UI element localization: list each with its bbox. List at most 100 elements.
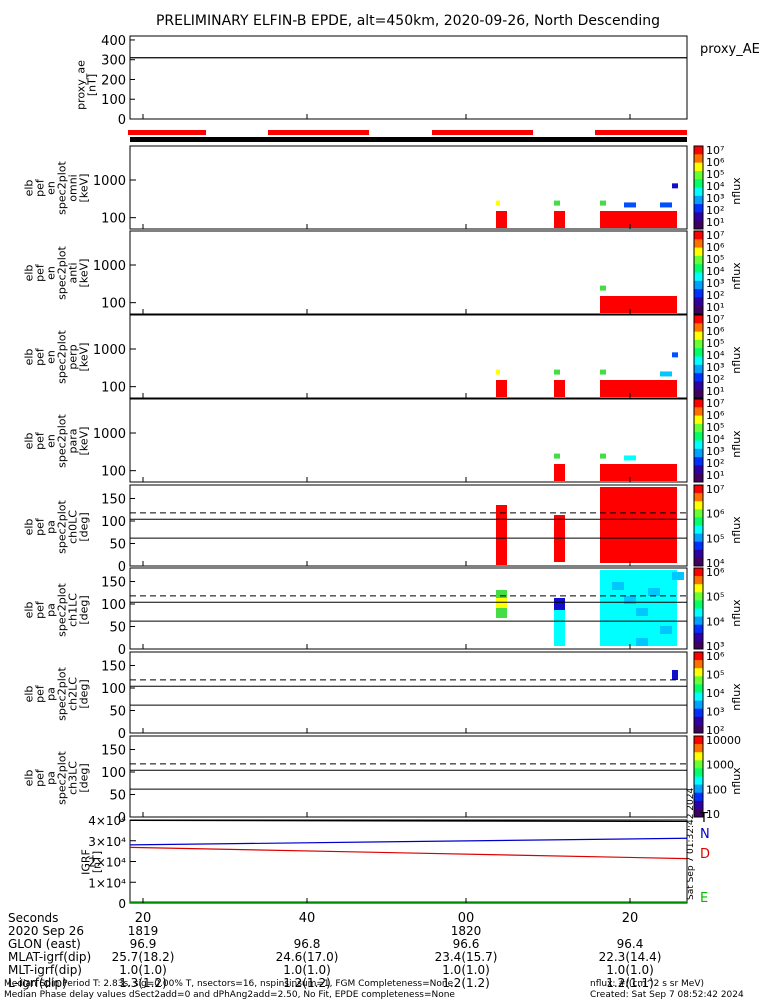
pitch-ylabel-line: spec2plot [56, 751, 69, 805]
proxy-ae-tick-label: 0 [118, 113, 126, 128]
pitch-ylabel-line: pa [45, 771, 58, 785]
footer-line-1: Median Spin Period T: 2.83s, sig=0.00% T… [4, 979, 454, 989]
pitch-colorbar-band [694, 568, 703, 577]
footer-units: nflux: #/(cm^2 s sr MeV) [590, 979, 704, 989]
spectrogram-frame [129, 145, 688, 230]
orbit-segment [128, 130, 206, 135]
energy-colorbar-frame [693, 398, 704, 483]
energy-colorbar-band [694, 289, 703, 298]
spectrogram-pixel [554, 369, 560, 375]
bottom-row-value: 1.0(1.0) [606, 963, 654, 977]
spectrogram-frame [129, 314, 688, 399]
bottom-row-value: 1.2(1.2) [442, 976, 490, 990]
pitch-pixel [648, 588, 660, 596]
pitch-colorbar-band [694, 584, 703, 593]
colorbar-tick-label: 10⁵ [706, 337, 724, 350]
pitch-ylabel-line: spec2plot [56, 667, 69, 721]
energy-colorbar-band [694, 220, 703, 230]
energy-colorbar-band [694, 448, 703, 458]
energy-colorbar-band [694, 465, 703, 475]
pitch-frame [129, 484, 688, 567]
pitch-frame [129, 651, 688, 734]
energy-colorbar-band [694, 356, 703, 366]
colorbar-tick-label: 10⁶ [706, 156, 725, 169]
spectrogram-pixel [600, 369, 606, 375]
footer-created: Created: Sat Sep 7 08:52:42 2024 [590, 990, 744, 1000]
pitch-colorbar-frame [693, 484, 704, 567]
energy-colorbar-band [694, 348, 703, 357]
energy-colorbar-band [694, 473, 703, 483]
colorbar-tick-label: 10⁵ [706, 591, 724, 604]
energy-ylabel-line: para [67, 429, 80, 454]
x-tick-label: 00 [458, 911, 475, 926]
energy-tick-label: 1000 [93, 259, 126, 274]
energy-tick-label: 100 [101, 297, 126, 312]
spectrogram-pixel [660, 371, 672, 377]
pitch-colorbar-band [694, 576, 703, 585]
igrf-legend-E: E [700, 891, 708, 906]
colorbar-label: nflux [730, 599, 743, 627]
pitch-colorbar-band [694, 768, 703, 777]
energy-colorbar-band [694, 432, 703, 441]
pitch-colorbar-band [694, 549, 703, 559]
bottom-row-value: 23.4(15.7) [435, 950, 498, 964]
igrf-tick-label: 0 [118, 897, 126, 911]
pitch-tick-label: 0 [118, 643, 126, 658]
energy-colorbar-band [694, 162, 703, 172]
pitch-colorbar-band [694, 517, 703, 526]
proxy-ae-tick-label: 400 [101, 34, 126, 49]
pitch-colorbar-band [694, 525, 703, 535]
colorbar-tick-label: 10⁵ [706, 421, 724, 434]
colorbar-tick-label: 10 [706, 808, 720, 821]
spectrogram-pixel [554, 200, 560, 206]
energy-colorbar-frame [693, 230, 704, 315]
bottom-row-value: 96.9 [130, 937, 157, 951]
pitch-ylabel-line: elb [23, 686, 36, 703]
pitch-tick-label: 0 [118, 727, 126, 742]
colorbar-tick-label: 10⁶ [706, 241, 725, 254]
bottom-row-value: 1819 [128, 924, 159, 938]
pitch-ylabel-line: elb [23, 602, 36, 619]
pitch-tick-label: 50 [109, 789, 126, 804]
colorbar-tick-label: 10⁶ [706, 325, 725, 338]
pitch-colorbar-band [694, 808, 703, 818]
igrf-tick-label: 1×10⁴ [88, 876, 126, 890]
pitch-pixel [672, 670, 678, 680]
colorbar-tick-label: 10² [706, 724, 724, 737]
colorbar-label: nflux [730, 177, 743, 205]
pitch-colorbar-band [694, 557, 703, 567]
colorbar-tick-label: 100 [706, 783, 727, 796]
colorbar-tick-label: 10² [706, 289, 724, 302]
pitch-pixel [496, 505, 507, 565]
colorbar-label: nflux [730, 262, 743, 290]
energy-colorbar-band [694, 323, 703, 333]
x-tick-label: 20 [135, 911, 152, 926]
spectrogram-pixel [600, 200, 606, 206]
energy-tick-label: 1000 [93, 174, 126, 189]
pitch-colorbar-band [694, 700, 703, 710]
energy-colorbar-band [694, 204, 703, 213]
igrf-tick-label: 3×10⁴ [88, 835, 126, 849]
spectrogram-pixel [496, 200, 500, 206]
energy-tick-label: 100 [101, 465, 126, 480]
energy-colorbar-band [694, 154, 703, 164]
pitch-colorbar-band [694, 660, 703, 669]
pitch-pixel [672, 572, 684, 580]
energy-ylabel-line: pef [34, 263, 47, 282]
pitch-colorbar-band [694, 509, 703, 518]
spectrogram-pixel [496, 380, 507, 397]
pitch-tick-label: 150 [101, 660, 126, 675]
pitch-pixel [496, 598, 507, 608]
energy-colorbar-band [694, 331, 703, 341]
bottom-row-label: 2020 Sep 26 [8, 924, 84, 938]
pitch-colorbar-band [694, 684, 703, 693]
pitch-pixel [624, 596, 636, 604]
pitch-ylabel-line: spec2plot [56, 500, 69, 554]
bottom-row-value: 1820 [451, 924, 482, 938]
energy-colorbar-band [694, 280, 703, 290]
energy-ylabel-line: [keV] [78, 343, 91, 372]
energy-colorbar-band [694, 389, 703, 399]
spectrogram-pixel [672, 352, 678, 358]
pitch-ylabel-line: ch3LC [67, 761, 80, 795]
